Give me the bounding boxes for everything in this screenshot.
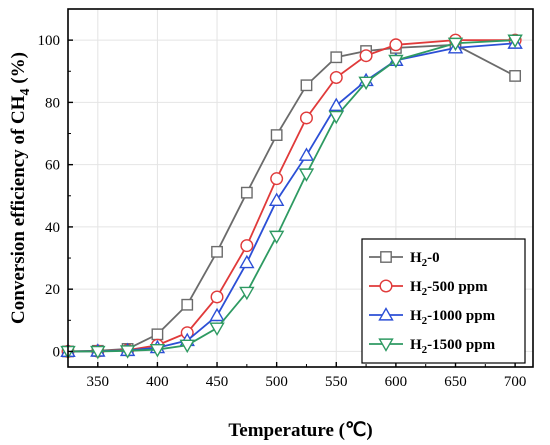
y-axis-title-main: Conversion efficiency of CH xyxy=(8,95,29,324)
data-point xyxy=(298,147,315,161)
data-point xyxy=(240,239,254,253)
y-tick-label: 40 xyxy=(45,220,60,236)
y-tick-label: 80 xyxy=(45,95,60,111)
legend-label: H2-0 xyxy=(410,250,440,269)
tick-labels: 350 400 450 500 550 600 650 700 0 20 40 60 80 100 xyxy=(38,33,527,390)
data-point xyxy=(179,339,195,354)
legend-label: H2-500 ppm xyxy=(410,279,488,298)
data-point xyxy=(447,37,464,52)
series-line xyxy=(68,39,516,353)
legend-marker xyxy=(379,279,393,293)
legend-label-subscript: 2 xyxy=(422,344,428,356)
legend-marker xyxy=(378,338,394,352)
y-tick-label: 100 xyxy=(38,33,61,49)
legend-label-suffix: -1000 ppm xyxy=(427,308,495,324)
x-tick-label: 600 xyxy=(385,374,408,390)
legend-label-suffix: -1500 ppm xyxy=(427,337,495,353)
x-tick-label: 350 xyxy=(87,374,110,390)
data-point xyxy=(359,49,373,63)
legend-label-main: H xyxy=(410,279,422,295)
data-point xyxy=(209,322,225,336)
x-tick-label: 550 xyxy=(325,374,348,390)
legend-label-suffix: -0 xyxy=(427,250,440,266)
legend-label: H2-1000 ppm xyxy=(410,308,496,327)
legend-item: H2-1000 ppm xyxy=(369,307,496,327)
data-point xyxy=(328,110,344,125)
data-point xyxy=(90,345,106,360)
data-point xyxy=(239,254,255,269)
y-axis-title-unit: (%) xyxy=(8,52,29,88)
data-point xyxy=(268,192,285,207)
legend-label-main: H xyxy=(410,337,422,353)
legend-label-subscript: 2 xyxy=(422,257,428,269)
legend-label-subscript: 2 xyxy=(422,286,428,298)
series-layer xyxy=(60,33,523,360)
legend-marker xyxy=(378,307,394,321)
legend-label-subscript: 2 xyxy=(422,315,428,327)
data-point xyxy=(298,168,315,182)
data-point xyxy=(509,70,522,82)
plot-frame xyxy=(67,8,534,368)
data-point xyxy=(181,298,194,311)
y-tick-label: 0 xyxy=(53,344,61,360)
data-point xyxy=(358,76,374,91)
data-point xyxy=(210,290,224,304)
data-point xyxy=(299,111,313,125)
legend-item: H2-1500 ppm xyxy=(369,337,496,356)
x-axis-title: Temperature (℃) xyxy=(228,420,372,441)
x-tick-label: 650 xyxy=(444,374,467,390)
data-point xyxy=(507,34,523,49)
legend-label-main: H xyxy=(410,308,422,324)
legend-item: H2-0 xyxy=(369,250,440,269)
legend-label-suffix: -500 ppm xyxy=(427,279,488,295)
x-tick-label: 400 xyxy=(146,374,169,390)
data-point xyxy=(389,38,403,52)
y-tick-label: 20 xyxy=(45,282,60,298)
x-tick-label: 450 xyxy=(206,374,229,390)
data-point xyxy=(300,79,313,92)
data-point xyxy=(151,328,164,341)
data-point xyxy=(270,129,283,141)
data-point xyxy=(329,70,343,84)
data-point xyxy=(240,186,253,199)
series-3 xyxy=(60,34,523,360)
data-point xyxy=(388,54,404,69)
data-point xyxy=(211,245,223,258)
x-tick-label: 500 xyxy=(265,374,288,390)
data-point xyxy=(328,97,344,112)
legend-label: H2-1500 ppm xyxy=(410,337,496,356)
data-point xyxy=(149,343,166,358)
y-axis-title: Conversion efficiency of CH4 (%) xyxy=(8,52,33,324)
data-point xyxy=(268,230,285,245)
x-tick-label: 700 xyxy=(504,374,527,390)
data-point xyxy=(330,51,343,64)
data-point xyxy=(239,286,255,301)
legend-marker xyxy=(380,251,392,263)
legend-item: H2-500 ppm xyxy=(369,279,488,298)
data-point xyxy=(119,345,136,359)
data-point xyxy=(270,172,284,186)
y-axis-title-subscript: 4 xyxy=(18,88,33,95)
data-point xyxy=(209,307,225,322)
legend-label-main: H xyxy=(410,250,422,266)
y-tick-label: 60 xyxy=(45,158,60,174)
